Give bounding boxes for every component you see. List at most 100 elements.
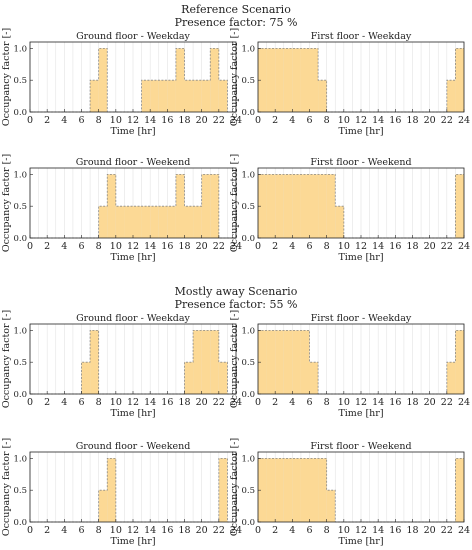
occupancy-bar xyxy=(283,174,293,238)
occupancy-bar xyxy=(218,458,228,522)
x-tick-label: 20 xyxy=(424,115,436,126)
y-tick-label: 0.5 xyxy=(241,358,255,368)
x-tick-label: 2 xyxy=(272,115,278,126)
x-tick-label: 20 xyxy=(196,115,208,126)
occupancy-bar xyxy=(309,48,319,112)
x-axis-label: Time [hr] xyxy=(338,536,383,547)
occupancy-bar xyxy=(318,458,327,522)
x-tick-label: 8 xyxy=(96,525,102,536)
occupancy-bar xyxy=(266,458,276,522)
x-tick-label: 24 xyxy=(230,397,242,408)
x-tick-label: 14 xyxy=(144,115,156,126)
occupancy-bar xyxy=(193,330,202,394)
x-tick-label: 14 xyxy=(144,397,156,408)
y-tick-label: 0.0 xyxy=(241,390,255,400)
x-tick-label: 8 xyxy=(324,241,330,252)
y-tick-label: 0.5 xyxy=(241,486,255,496)
x-tick-label: 10 xyxy=(110,115,122,126)
x-tick-label: 24 xyxy=(230,115,242,126)
x-tick-label: 18 xyxy=(178,115,190,126)
x-tick-label: 16 xyxy=(389,241,401,252)
x-tick-label: 0 xyxy=(255,525,261,536)
y-tick-label: 0.5 xyxy=(241,202,255,212)
panel-title: First floor - Weekday xyxy=(311,31,412,42)
occupancy-bar xyxy=(167,206,176,238)
x-tick-label: 24 xyxy=(458,115,470,126)
x-tick-label: 6 xyxy=(78,397,84,408)
x-tick-label: 10 xyxy=(338,525,350,536)
x-tick-label: 14 xyxy=(372,525,384,536)
occupancy-bar xyxy=(107,458,116,522)
y-tick-label: 0.0 xyxy=(241,518,255,528)
x-tick-label: 8 xyxy=(96,241,102,252)
occupancy-bar xyxy=(292,330,301,394)
y-tick-label: 1.0 xyxy=(13,454,27,464)
y-axis-label: Occupancy factor [-] xyxy=(1,310,12,408)
occupancy-bar xyxy=(309,174,319,238)
x-axis-label: Time [hr] xyxy=(110,252,155,263)
occupancy-bar xyxy=(167,80,176,112)
occupancy-bar xyxy=(455,330,464,394)
x-tick-label: 24 xyxy=(458,397,470,408)
x-axis-label: Time [hr] xyxy=(110,408,155,419)
x-tick-label: 20 xyxy=(424,397,436,408)
x-tick-label: 4 xyxy=(61,241,67,252)
occupancy-bar xyxy=(141,80,151,112)
occupancy-bar xyxy=(275,458,284,522)
y-tick-label: 1.0 xyxy=(13,170,27,180)
occupancy-bar xyxy=(283,48,293,112)
occupancy-bar xyxy=(318,80,327,112)
x-tick-label: 4 xyxy=(289,397,295,408)
occupancy-bar xyxy=(275,330,284,394)
x-tick-label: 16 xyxy=(161,397,173,408)
y-tick-label: 1.0 xyxy=(13,326,27,336)
x-tick-label: 12 xyxy=(355,115,367,126)
occupancy-bar xyxy=(81,362,91,394)
x-tick-label: 10 xyxy=(110,525,122,536)
occupancy-step-line xyxy=(30,173,236,239)
occupancy-bar xyxy=(455,458,464,522)
occupancy-bar xyxy=(318,174,327,238)
x-tick-label: 8 xyxy=(96,397,102,408)
x-tick-label: 8 xyxy=(96,115,102,126)
occupancy-bar xyxy=(455,48,464,112)
occupancy-bar xyxy=(193,206,202,238)
occupancy-bar xyxy=(158,206,168,238)
y-axis-label: Occupancy factor [-] xyxy=(229,310,240,408)
x-tick-label: 18 xyxy=(178,397,190,408)
x-tick-label: 22 xyxy=(213,241,225,252)
x-tick-label: 10 xyxy=(338,115,350,126)
panel-title: Ground floor - Weekday xyxy=(76,313,190,324)
y-tick-label: 0.0 xyxy=(13,390,27,400)
occupancy-bar xyxy=(446,362,456,394)
y-tick-label: 0.5 xyxy=(241,76,255,86)
occupancy-bar xyxy=(98,206,108,238)
occupancy-bar xyxy=(210,48,219,112)
y-tick-label: 0.0 xyxy=(13,234,27,244)
x-tick-label: 2 xyxy=(44,525,50,536)
x-tick-label: 24 xyxy=(230,241,242,252)
x-tick-label: 6 xyxy=(78,241,84,252)
x-tick-label: 0 xyxy=(27,241,33,252)
occupancy-bar xyxy=(309,362,319,394)
x-tick-label: 2 xyxy=(44,115,50,126)
x-tick-label: 18 xyxy=(406,525,418,536)
x-tick-label: 18 xyxy=(178,241,190,252)
occupancy-bar xyxy=(266,330,276,394)
occupancy-bar xyxy=(193,80,202,112)
y-tick-label: 1.0 xyxy=(241,326,255,336)
x-tick-label: 6 xyxy=(306,525,312,536)
occupancy-bar xyxy=(184,362,194,394)
x-tick-label: 24 xyxy=(230,525,242,536)
x-tick-label: 4 xyxy=(61,397,67,408)
occupancy-bar xyxy=(90,80,99,112)
occupancy-bar xyxy=(158,80,168,112)
x-tick-label: 0 xyxy=(27,397,33,408)
y-tick-label: 0.0 xyxy=(241,234,255,244)
y-tick-label: 1.0 xyxy=(241,170,255,180)
scenario-title: Mostly away Scenario xyxy=(175,285,298,298)
x-tick-label: 22 xyxy=(441,397,453,408)
